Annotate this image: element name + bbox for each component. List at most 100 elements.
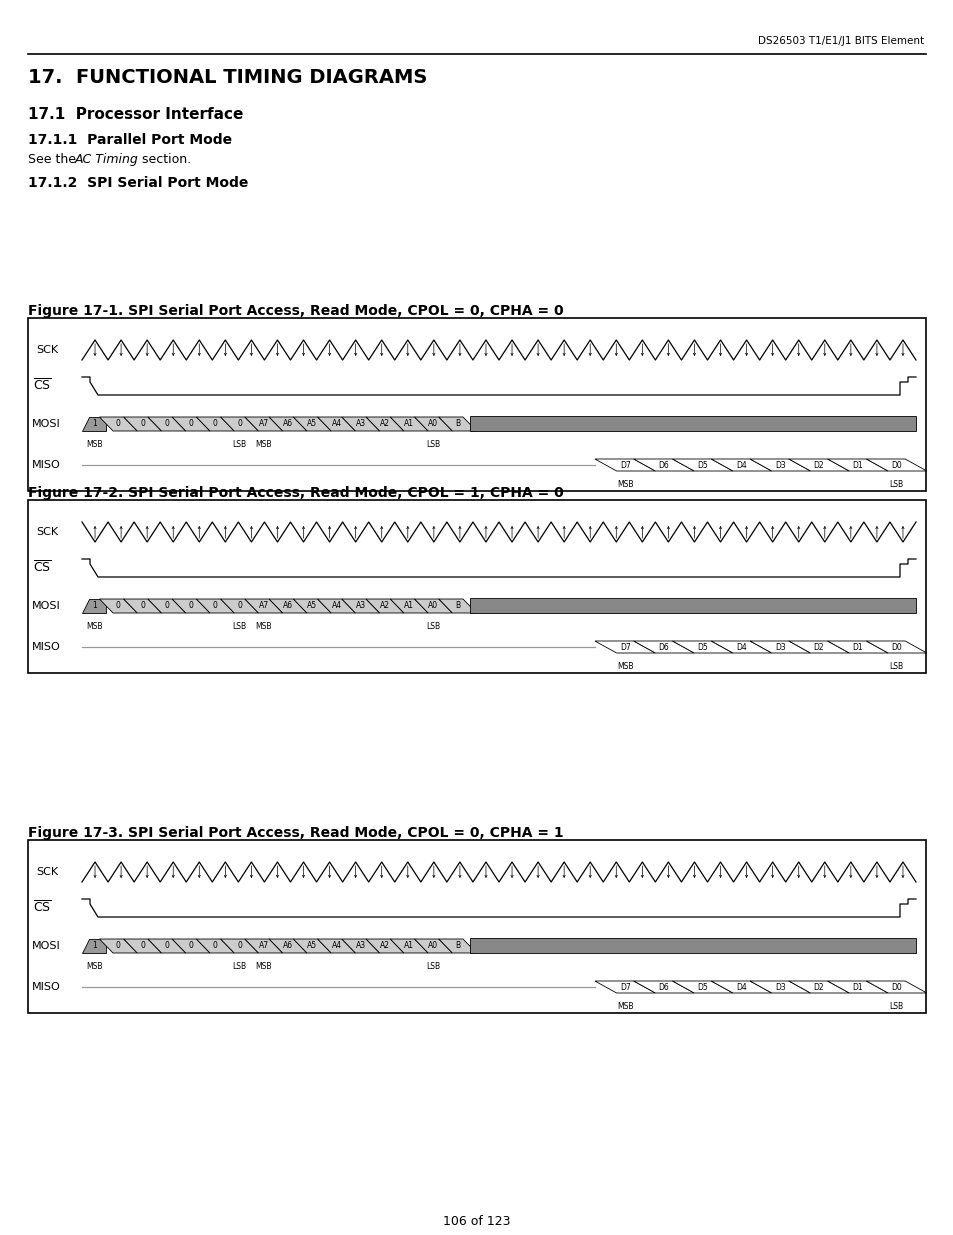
Text: A5: A5 bbox=[307, 420, 317, 429]
Text: 17.1  Processor Interface: 17.1 Processor Interface bbox=[28, 107, 243, 122]
Text: A0: A0 bbox=[428, 420, 438, 429]
Text: LSB: LSB bbox=[233, 622, 247, 631]
Bar bbox=[469, 416, 915, 431]
Polygon shape bbox=[749, 981, 810, 993]
Polygon shape bbox=[245, 417, 282, 431]
Polygon shape bbox=[415, 417, 452, 431]
Polygon shape bbox=[749, 641, 810, 653]
Text: 1: 1 bbox=[91, 601, 96, 610]
Text: 0: 0 bbox=[213, 601, 217, 610]
Polygon shape bbox=[245, 599, 282, 613]
Polygon shape bbox=[317, 599, 355, 613]
Polygon shape bbox=[196, 417, 234, 431]
Text: Figure 17-3. SPI Serial Port Access, Read Mode, CPOL = 0, CPHA = 1: Figure 17-3. SPI Serial Port Access, Rea… bbox=[28, 826, 563, 840]
Text: A6: A6 bbox=[283, 601, 293, 610]
Polygon shape bbox=[341, 599, 379, 613]
Text: A7: A7 bbox=[258, 420, 269, 429]
Text: A2: A2 bbox=[379, 420, 390, 429]
Polygon shape bbox=[595, 641, 655, 653]
Text: MSB: MSB bbox=[86, 622, 102, 631]
Polygon shape bbox=[595, 459, 655, 471]
Polygon shape bbox=[633, 641, 694, 653]
Text: MSB: MSB bbox=[617, 480, 633, 489]
Polygon shape bbox=[82, 599, 106, 613]
Text: D3: D3 bbox=[774, 983, 785, 992]
Text: DS26503 T1/E1/J1 BITS Element: DS26503 T1/E1/J1 BITS Element bbox=[757, 36, 923, 46]
Text: 0: 0 bbox=[189, 420, 193, 429]
Text: D6: D6 bbox=[658, 461, 669, 469]
Polygon shape bbox=[82, 417, 106, 431]
Polygon shape bbox=[672, 641, 732, 653]
Polygon shape bbox=[438, 939, 476, 953]
Polygon shape bbox=[438, 599, 476, 613]
Text: MOSI: MOSI bbox=[32, 419, 61, 429]
Polygon shape bbox=[124, 417, 161, 431]
Text: A4: A4 bbox=[331, 420, 341, 429]
Text: 0: 0 bbox=[140, 420, 145, 429]
Polygon shape bbox=[148, 939, 186, 953]
Text: 0: 0 bbox=[237, 941, 242, 951]
Text: 17.1.2  SPI Serial Port Mode: 17.1.2 SPI Serial Port Mode bbox=[28, 177, 248, 190]
Text: MSB: MSB bbox=[617, 1002, 633, 1011]
Polygon shape bbox=[317, 939, 355, 953]
Polygon shape bbox=[220, 417, 258, 431]
Polygon shape bbox=[269, 417, 307, 431]
Text: 0: 0 bbox=[237, 601, 242, 610]
Text: MSB: MSB bbox=[86, 440, 102, 450]
Text: See the: See the bbox=[28, 153, 80, 165]
Text: MISO: MISO bbox=[32, 459, 61, 471]
Polygon shape bbox=[172, 939, 210, 953]
Text: 0: 0 bbox=[213, 941, 217, 951]
Text: D1: D1 bbox=[852, 642, 862, 652]
Text: B: B bbox=[455, 601, 459, 610]
Polygon shape bbox=[415, 599, 452, 613]
Text: D3: D3 bbox=[774, 642, 785, 652]
Text: Figure 17-1. SPI Serial Port Access, Read Mode, CPOL = 0, CPHA = 0: Figure 17-1. SPI Serial Port Access, Rea… bbox=[28, 304, 563, 317]
Text: A6: A6 bbox=[283, 941, 293, 951]
Text: MSB: MSB bbox=[255, 962, 272, 971]
Text: SCK: SCK bbox=[36, 527, 58, 537]
Text: A7: A7 bbox=[258, 941, 269, 951]
Text: D2: D2 bbox=[813, 642, 823, 652]
Text: MSB: MSB bbox=[255, 440, 272, 450]
Text: 0: 0 bbox=[116, 601, 121, 610]
Text: LSB: LSB bbox=[888, 480, 902, 489]
Text: MISO: MISO bbox=[32, 982, 61, 992]
Polygon shape bbox=[826, 981, 887, 993]
Polygon shape bbox=[390, 939, 428, 953]
Polygon shape bbox=[82, 939, 106, 953]
Text: D4: D4 bbox=[736, 461, 746, 469]
Polygon shape bbox=[341, 939, 379, 953]
Polygon shape bbox=[99, 939, 137, 953]
Polygon shape bbox=[788, 459, 848, 471]
Text: D1: D1 bbox=[852, 461, 862, 469]
Bar bbox=[28, 840, 925, 1013]
Text: D5: D5 bbox=[697, 642, 707, 652]
Polygon shape bbox=[749, 459, 810, 471]
Polygon shape bbox=[196, 939, 234, 953]
Polygon shape bbox=[148, 599, 186, 613]
Text: 0: 0 bbox=[116, 941, 121, 951]
Text: 0: 0 bbox=[116, 420, 121, 429]
Polygon shape bbox=[711, 459, 771, 471]
Text: A2: A2 bbox=[379, 941, 390, 951]
Polygon shape bbox=[788, 981, 848, 993]
Text: A1: A1 bbox=[404, 941, 414, 951]
Polygon shape bbox=[294, 417, 331, 431]
Polygon shape bbox=[245, 939, 282, 953]
Text: D0: D0 bbox=[890, 983, 901, 992]
Text: 0: 0 bbox=[164, 941, 169, 951]
Text: LSB: LSB bbox=[426, 440, 440, 450]
Polygon shape bbox=[826, 459, 887, 471]
Text: 0: 0 bbox=[237, 420, 242, 429]
Text: Figure 17-2. SPI Serial Port Access, Read Mode, CPOL = 1, CPHA = 0: Figure 17-2. SPI Serial Port Access, Rea… bbox=[28, 487, 563, 500]
Text: MSB: MSB bbox=[86, 962, 102, 971]
Text: A1: A1 bbox=[404, 601, 414, 610]
Text: SCK: SCK bbox=[36, 867, 58, 877]
Text: A7: A7 bbox=[258, 601, 269, 610]
Text: A0: A0 bbox=[428, 941, 438, 951]
Text: 0: 0 bbox=[189, 941, 193, 951]
Polygon shape bbox=[172, 599, 210, 613]
Text: A5: A5 bbox=[307, 601, 317, 610]
Text: A3: A3 bbox=[355, 601, 365, 610]
